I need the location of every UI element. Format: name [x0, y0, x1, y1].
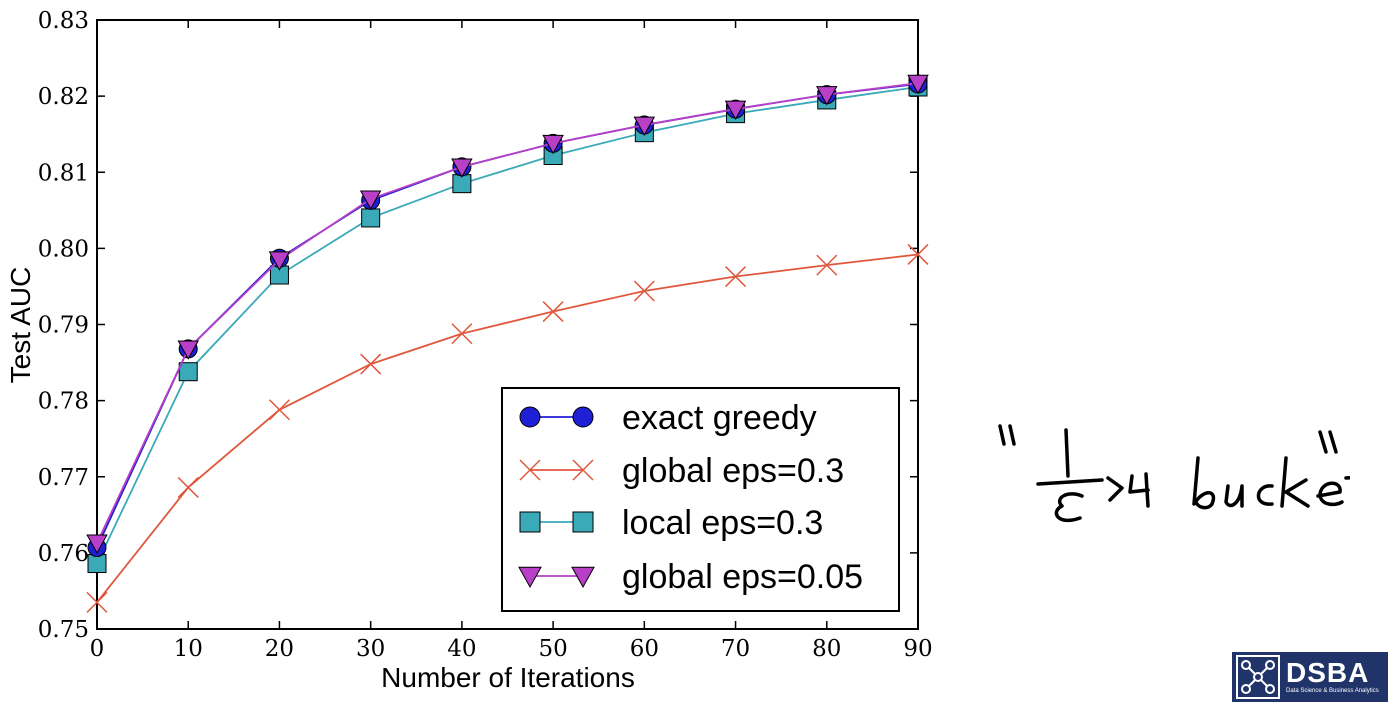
data-point — [361, 208, 381, 228]
data-point — [633, 280, 655, 302]
legend-box — [501, 387, 900, 612]
y-tick-label: 0.78 — [38, 389, 89, 415]
y-tick-label: 0.82 — [38, 84, 89, 110]
data-point — [359, 190, 382, 210]
data-point — [816, 254, 838, 276]
logo-subtitle: Data Science & Business Analytics — [1286, 688, 1379, 694]
x-axis-label: Number of Iterations — [381, 662, 635, 693]
y-tick-label: 0.77 — [38, 465, 89, 491]
data-point — [519, 459, 541, 481]
x-tick-label: 60 — [630, 636, 659, 662]
data-point — [907, 74, 929, 95]
data-point — [177, 476, 199, 498]
data-point — [177, 340, 199, 360]
data-point — [451, 323, 473, 345]
series-group — [86, 74, 929, 613]
legend-label: global eps=0.05 — [622, 558, 863, 596]
x-tick-label: 70 — [721, 636, 750, 662]
data-point — [268, 251, 291, 271]
x-tick-label: 40 — [447, 636, 476, 662]
data-point — [907, 243, 929, 265]
axis-ticks: 0 10 20 30 40 50 60 70 80 90 0.75 0.76 0.77 0.78 0.79 0… — [38, 8, 933, 662]
legend-entry: local eps=0.3 — [519, 504, 823, 542]
x-tick-label: 10 — [174, 636, 203, 662]
x-tick-label: 90 — [903, 636, 932, 662]
x-tick-label: 0 — [90, 636, 105, 662]
data-point — [87, 554, 107, 574]
data-point — [86, 591, 108, 613]
data-point — [268, 399, 290, 421]
data-point — [725, 266, 747, 288]
data-point — [542, 134, 564, 155]
data-point — [572, 459, 594, 481]
legend-label: local eps=0.3 — [622, 504, 823, 542]
y-tick-label: 0.80 — [38, 236, 89, 262]
x-tick-label: 30 — [356, 636, 385, 662]
legend: exact greedy global eps=0.3 local eps=0.3 g… — [501, 387, 900, 612]
data-point — [519, 406, 541, 428]
data-point — [360, 353, 382, 375]
data-point — [86, 534, 108, 554]
x-tick-label: 50 — [538, 636, 567, 662]
data-point — [519, 511, 541, 533]
y-tick-label: 0.79 — [38, 313, 89, 339]
series-line — [96, 86, 919, 564]
y-tick-label: 0.75 — [38, 617, 89, 643]
data-point — [451, 158, 473, 178]
y-tick-label: 0.81 — [38, 160, 89, 186]
y-axis-label: Test AUC — [5, 267, 36, 384]
data-point — [816, 86, 838, 106]
data-point — [724, 100, 747, 120]
legend-entry: global eps=0.05 — [518, 558, 863, 596]
legend-label: global eps=0.3 — [622, 452, 844, 490]
series-3 — [86, 74, 929, 554]
data-point — [571, 566, 595, 589]
series-line — [96, 253, 919, 603]
data-point — [572, 406, 594, 428]
dsba-logo: DSBA Data Science & Business Analytics — [1232, 652, 1388, 702]
handwritten-note — [998, 424, 1350, 523]
y-tick-label: 0.76 — [38, 541, 89, 567]
y-tick-label: 0.83 — [38, 8, 89, 34]
x-tick-label: 80 — [812, 636, 841, 662]
series-line — [96, 82, 919, 544]
data-point — [633, 116, 656, 136]
legend-label: exact greedy — [622, 399, 817, 437]
network-icon — [1236, 655, 1280, 699]
data-point — [542, 301, 564, 323]
logo-word: DSBA — [1286, 657, 1370, 688]
data-point — [178, 362, 198, 382]
x-tick-label: 20 — [265, 636, 294, 662]
series-1 — [86, 243, 929, 613]
data-point — [518, 566, 542, 589]
legend-entry: exact greedy — [519, 399, 817, 437]
legend-entry: global eps=0.3 — [519, 452, 844, 490]
data-point — [572, 511, 594, 533]
